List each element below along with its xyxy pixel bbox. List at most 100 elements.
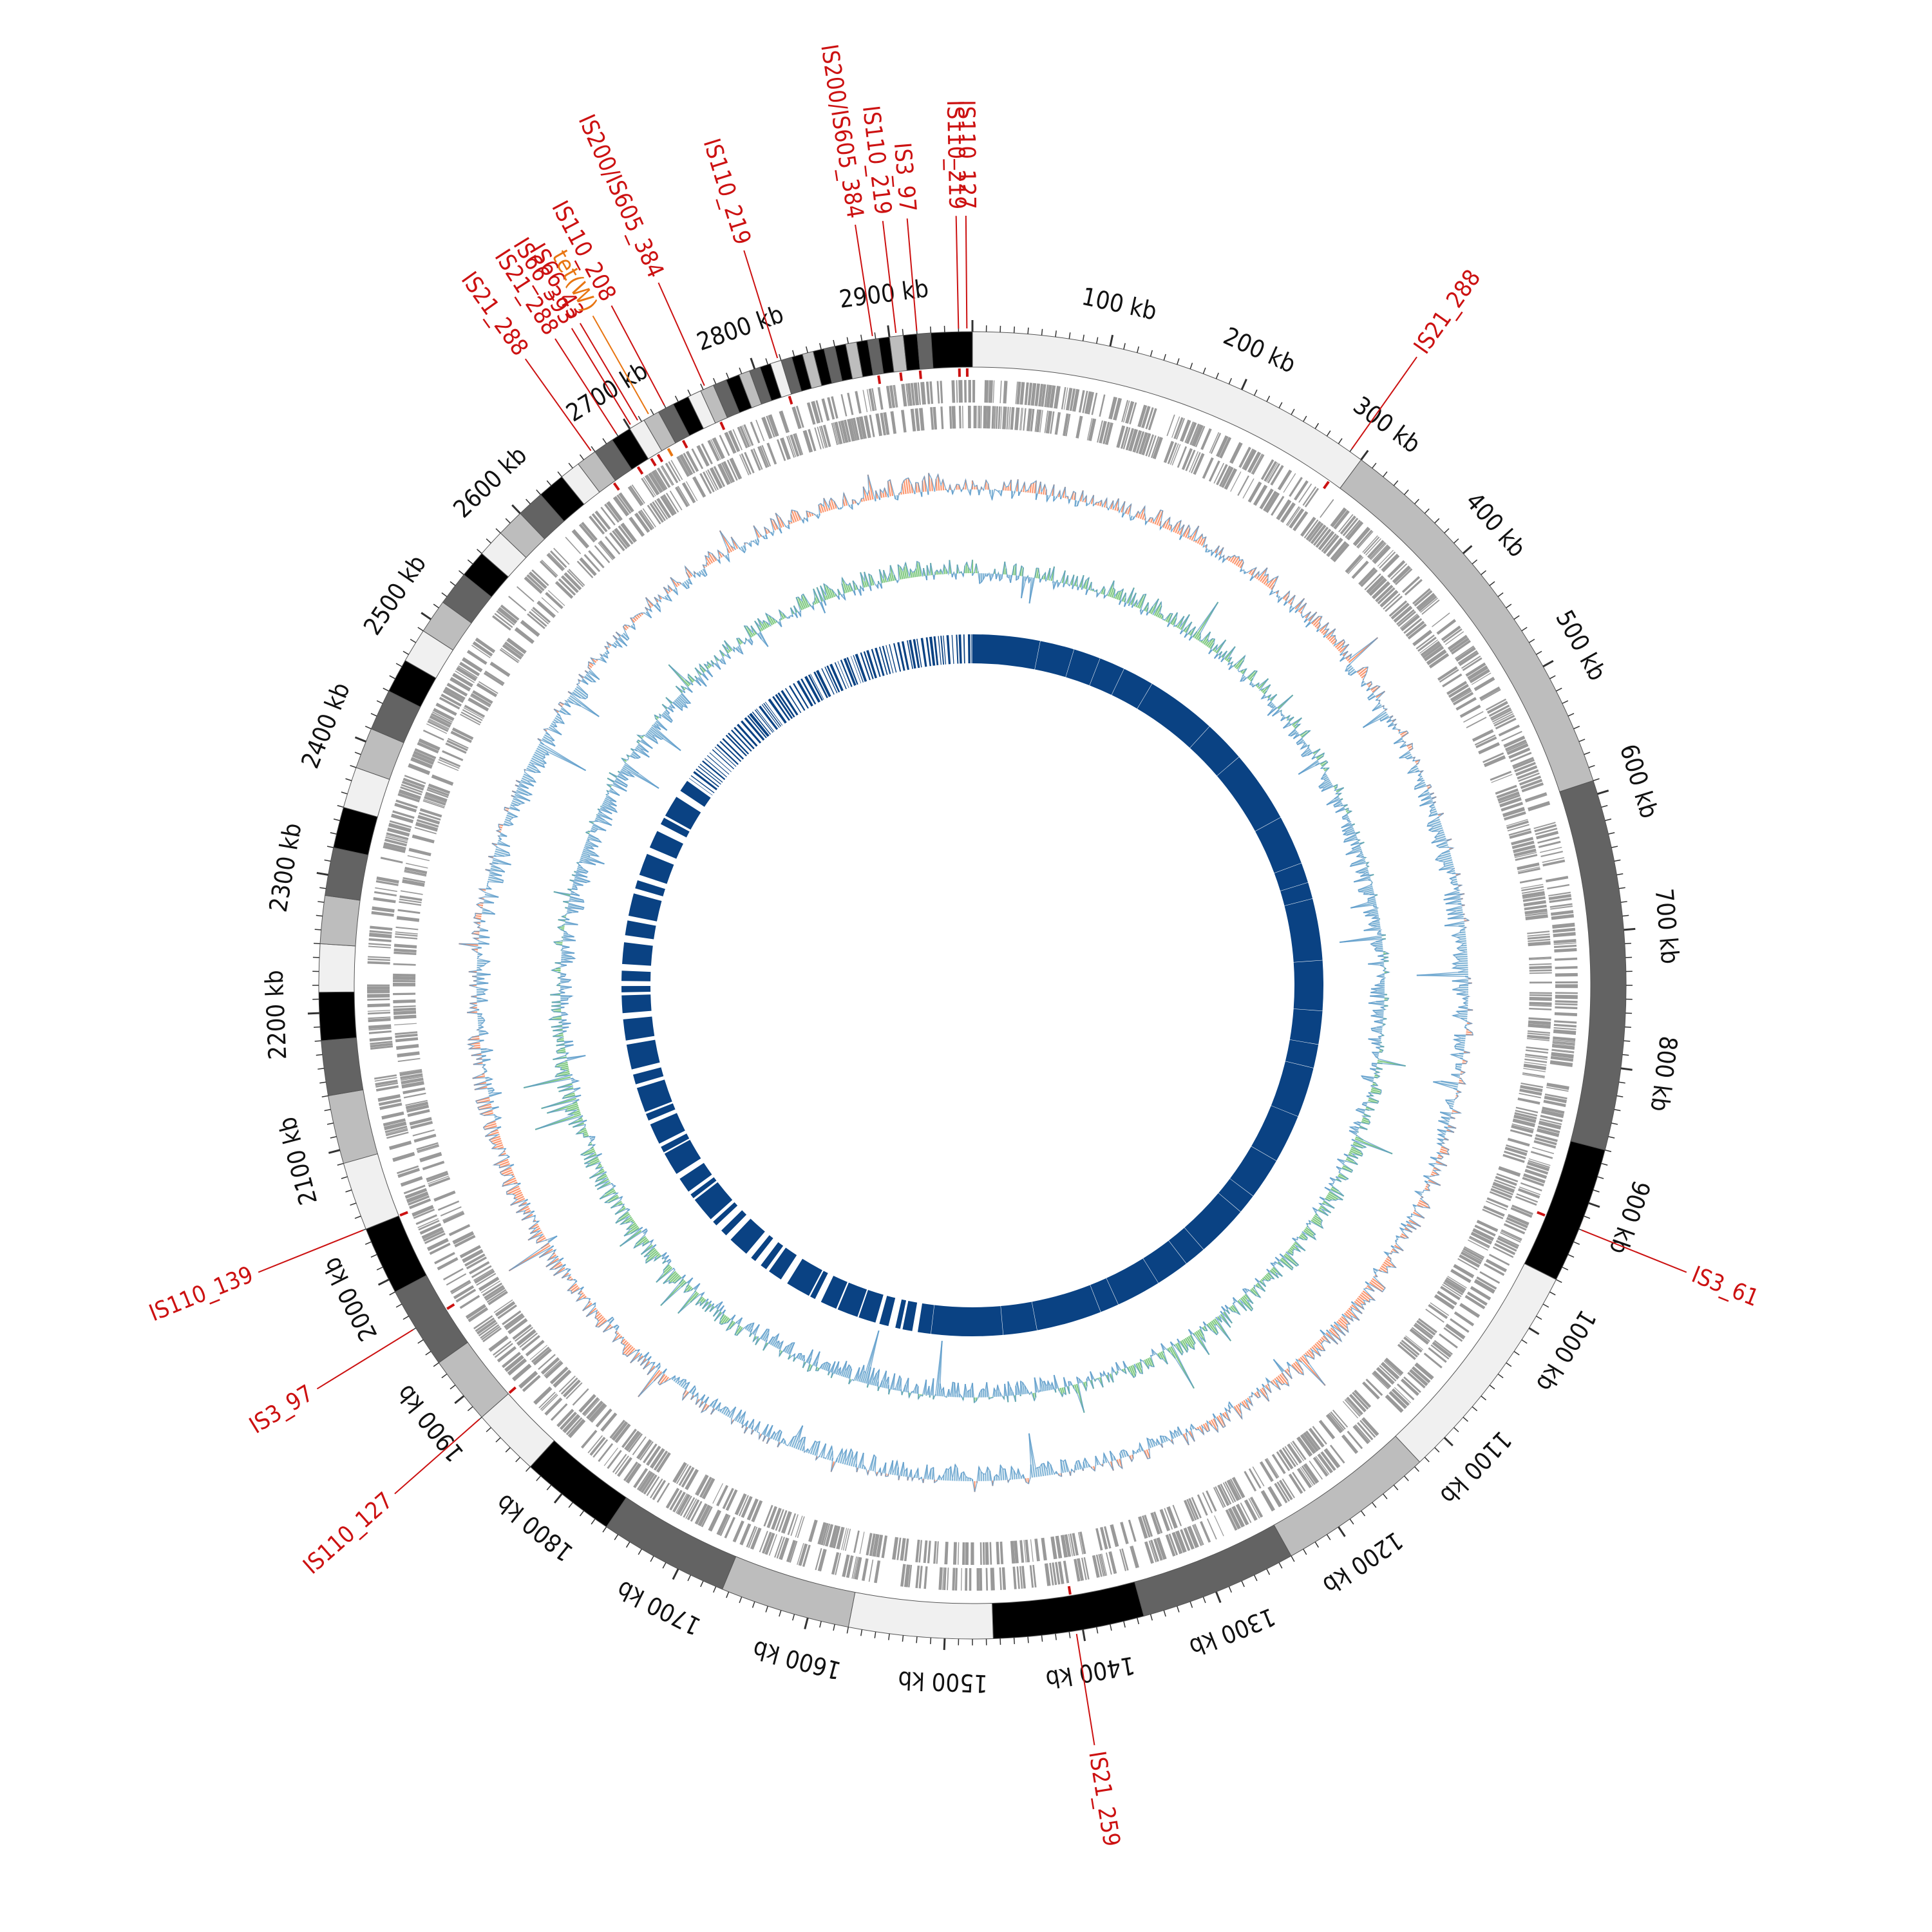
- gene-block: [1502, 1153, 1525, 1163]
- gene-block: [900, 1538, 906, 1561]
- minor-tick: [1555, 1279, 1562, 1283]
- gene-block: [1229, 1479, 1242, 1500]
- gene-block: [393, 980, 416, 983]
- blast-hit: [784, 688, 802, 714]
- minor-tick: [1588, 764, 1595, 768]
- blast-hit: [858, 1290, 884, 1323]
- gene-block: [1372, 1370, 1392, 1389]
- gene-block: [374, 891, 397, 897]
- minor-tick: [1163, 1610, 1166, 1617]
- minor-tick: [515, 1457, 521, 1463]
- blast-hit: [661, 1133, 690, 1153]
- gene-block: [1251, 453, 1263, 474]
- minor-tick: [1506, 1362, 1512, 1367]
- gene-block: [1419, 639, 1438, 654]
- gene-block: [560, 1411, 578, 1430]
- blast-hit: [810, 674, 824, 700]
- gene-block: [533, 1386, 553, 1405]
- minor-tick: [1497, 592, 1504, 598]
- minor-tick: [1601, 1162, 1608, 1166]
- gene-block: [1247, 481, 1262, 503]
- gene-block: [669, 1490, 683, 1511]
- gene-block: [1462, 1249, 1483, 1262]
- gene-block: [1422, 643, 1443, 659]
- blast-hit: [897, 641, 905, 671]
- minor-tick: [1605, 818, 1612, 821]
- gene-block: [1320, 1451, 1336, 1472]
- gene-block: [677, 486, 690, 506]
- gene-block: [901, 410, 907, 433]
- gene-block: [1395, 568, 1413, 585]
- gene-block: [1081, 1557, 1087, 1580]
- minor-tick: [314, 929, 321, 931]
- gene-block: [458, 665, 478, 679]
- major-tick: [623, 418, 631, 430]
- gene-block: [933, 406, 938, 430]
- minor-tick: [1618, 1081, 1625, 1084]
- gene-block: [402, 879, 425, 887]
- gene-block: [764, 1532, 775, 1555]
- gene-block: [1150, 436, 1160, 459]
- minor-tick: [376, 700, 383, 705]
- gene-block: [774, 1536, 783, 1558]
- minor-tick: [1578, 739, 1586, 743]
- gene-block: [1141, 433, 1151, 456]
- minor-tick: [1326, 1534, 1331, 1540]
- blast-hit: [706, 755, 730, 775]
- gene-block: [1128, 1519, 1137, 1542]
- gene-block: [844, 419, 851, 442]
- gene-block: [1270, 464, 1284, 486]
- gene-block: [553, 547, 570, 565]
- gene-block: [1537, 836, 1560, 844]
- gene-block: [532, 607, 551, 623]
- blast-hit: [722, 738, 744, 760]
- gene-block: [806, 402, 816, 425]
- gene-block: [582, 1397, 600, 1416]
- minor-tick: [1454, 538, 1459, 544]
- gene-block: [1470, 1231, 1493, 1245]
- gene-block: [699, 1477, 712, 1498]
- gene-block: [969, 1567, 972, 1591]
- minor-tick: [1616, 873, 1624, 876]
- blast-hit: [621, 986, 651, 992]
- gene-block: [802, 1544, 811, 1567]
- gene-block: [1481, 688, 1501, 701]
- gene-block: [472, 690, 493, 705]
- gene-block: [1365, 538, 1381, 556]
- major-tick: [328, 1149, 341, 1154]
- gene-block: [1187, 1526, 1199, 1548]
- tick-label: 2500 kb: [358, 550, 431, 640]
- major-tick: [1443, 1437, 1454, 1446]
- gene-block: [709, 467, 723, 489]
- gene-block: [439, 697, 460, 710]
- gene-block: [1209, 432, 1220, 453]
- gene-block: [1130, 1545, 1139, 1569]
- gene-block: [446, 1273, 467, 1286]
- gene-block: [1550, 905, 1573, 910]
- minor-tick: [1291, 1555, 1295, 1562]
- gene-block: [1551, 1043, 1575, 1050]
- minor-tick: [819, 343, 822, 350]
- gene-block: [1526, 1037, 1549, 1041]
- blast-hit: [1137, 683, 1209, 748]
- blast-hit: [850, 656, 862, 684]
- gene-block: [944, 1541, 949, 1565]
- gene-block: [660, 466, 673, 486]
- gene-block: [469, 1261, 490, 1275]
- gene-block: [1171, 1531, 1183, 1555]
- gene-block: [1346, 520, 1364, 541]
- minor-tick: [395, 1303, 402, 1308]
- gene-block: [1517, 769, 1539, 780]
- feature-leader: [955, 216, 960, 329]
- gene-block: [417, 1144, 439, 1153]
- gene-block: [399, 1068, 422, 1074]
- minor-tick: [700, 383, 704, 390]
- gene-block: [1063, 387, 1068, 410]
- gene-block: [1503, 735, 1526, 748]
- gene-block: [1521, 889, 1544, 894]
- gene-block: [721, 462, 733, 484]
- gene-block: [414, 748, 437, 760]
- gene-block: [1152, 437, 1163, 460]
- blast-hit: [712, 749, 735, 770]
- blast-hit: [879, 1296, 896, 1327]
